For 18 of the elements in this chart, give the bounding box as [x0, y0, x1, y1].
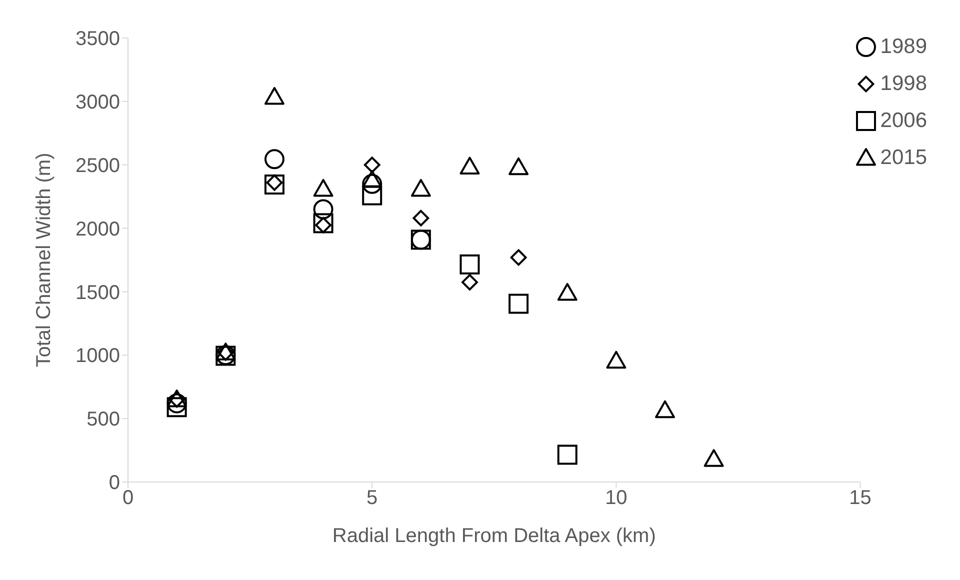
x-axis-title: Radial Length From Delta Apex (km)	[332, 525, 656, 547]
legend-label: 1989	[880, 34, 927, 58]
x-tick-label: 0	[122, 487, 134, 510]
y-tick-label: 2000	[76, 218, 120, 240]
x-tick-label: 5	[366, 487, 378, 510]
y-tick-label: 1000	[76, 345, 120, 368]
y-tick-label: 1500	[76, 282, 120, 304]
legend-label: 2015	[880, 146, 927, 170]
y-tick-label: 2500	[76, 154, 120, 177]
x-tick-label: 15	[849, 487, 872, 510]
y-tick-label: 3000	[76, 92, 120, 114]
y-tick-label: 3500	[76, 28, 120, 50]
y-tick-label: 0	[108, 472, 120, 494]
y-axis-title: Total Channel Width (m)	[33, 152, 56, 368]
y-tick-label: 500	[86, 408, 120, 431]
legend-label: 2006	[880, 108, 927, 132]
legend-label: 1998	[880, 72, 927, 96]
x-tick-label: 10	[605, 487, 628, 510]
